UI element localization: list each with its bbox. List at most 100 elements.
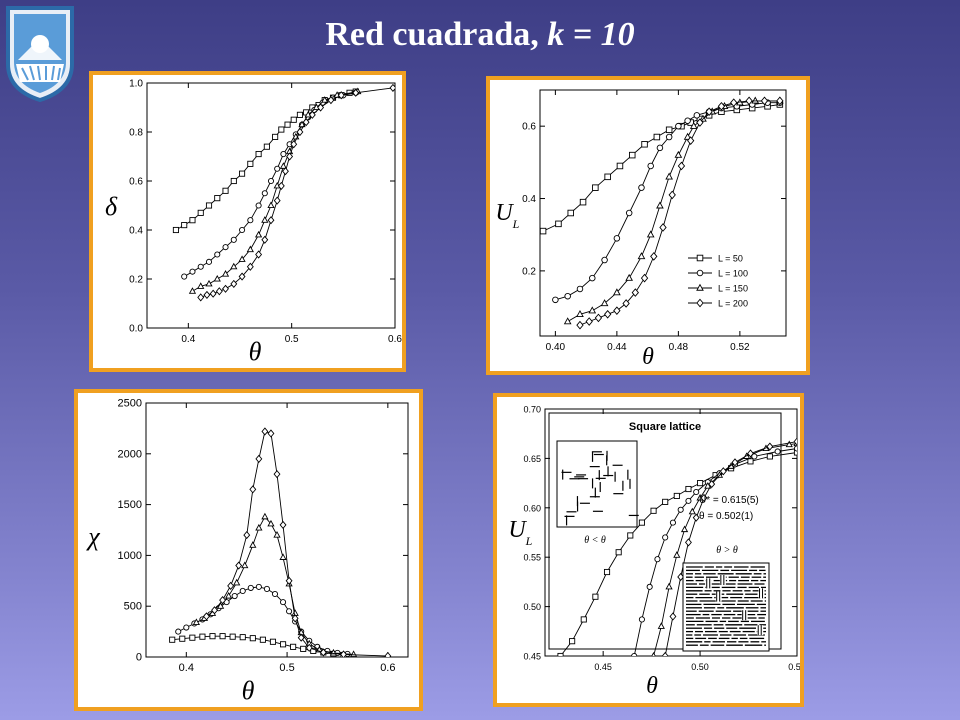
- data-point: [216, 602, 225, 609]
- series-line: [175, 91, 356, 231]
- title-k: k = 10: [547, 16, 635, 53]
- y-tick-label: 0.55: [523, 553, 541, 563]
- data-point: [319, 648, 327, 657]
- y-tick-label: 500: [124, 601, 142, 613]
- data-point: [669, 612, 677, 621]
- y-tick-label: 0: [136, 652, 142, 664]
- data-point: [640, 273, 649, 283]
- data-point: [255, 250, 263, 259]
- data-point: [199, 633, 206, 640]
- disordered-lattice: [556, 440, 638, 528]
- plot-frame: [146, 82, 396, 329]
- x-tick-label: 0.50: [691, 662, 709, 672]
- data-point: [273, 196, 281, 205]
- data-point: [705, 107, 713, 117]
- data-point: [261, 235, 269, 244]
- data-point: [267, 429, 275, 438]
- data-point: [700, 493, 708, 502]
- data-point: [785, 440, 793, 448]
- series-group: [557, 437, 797, 656]
- data-point: [684, 538, 692, 547]
- data-point: [249, 541, 257, 548]
- series-line: [579, 100, 780, 326]
- data-point: [203, 290, 211, 300]
- data-point: [673, 551, 681, 558]
- data-point: [189, 634, 196, 641]
- legend-label: L = 100: [718, 269, 748, 279]
- data-point: [594, 313, 603, 323]
- data-point: [175, 628, 182, 635]
- data-point: [656, 201, 664, 209]
- data-point: [172, 226, 179, 234]
- data-point: [317, 103, 325, 112]
- data-point: [286, 152, 294, 161]
- y-tick-label: 0.6: [129, 177, 143, 188]
- data-point: [179, 635, 186, 642]
- data-point: [192, 618, 201, 625]
- data-point: [677, 506, 684, 513]
- series-group: [169, 427, 392, 657]
- data-point: [793, 445, 797, 452]
- data-point: [576, 320, 584, 330]
- data-point: [592, 184, 599, 191]
- series-line: [653, 443, 797, 656]
- data-point: [747, 458, 754, 465]
- y-tick-label: 1000: [118, 550, 142, 562]
- y-axis-label: δ: [105, 192, 118, 221]
- chart-delta: 0.4 0.5 0.6 0.0 0.2 0.4 0.6 0.8 1.0 θ δ: [105, 79, 402, 367]
- series-diamond: [203, 427, 392, 657]
- data-point: [274, 165, 281, 172]
- series-line: [542, 104, 780, 232]
- data-point: [247, 584, 254, 591]
- series-group: [540, 96, 784, 330]
- data-point: [230, 279, 238, 288]
- data-point: [661, 651, 669, 656]
- data-point: [603, 568, 611, 576]
- data-point: [211, 606, 218, 615]
- data-point: [650, 252, 658, 261]
- data-point: [246, 245, 254, 253]
- data-point: [255, 583, 262, 590]
- data-point: [662, 498, 669, 505]
- data-point: [205, 258, 213, 265]
- data-point: [267, 177, 275, 185]
- data-point: [689, 121, 698, 129]
- data-point: [552, 296, 559, 304]
- data-point: [221, 270, 230, 277]
- series-line: [192, 91, 358, 292]
- data-point: [659, 223, 667, 232]
- data-point: [665, 126, 673, 134]
- data-point: [688, 507, 696, 515]
- panel-ul-main: 0.40 0.44 0.48 0.52 0.2 0.4 0.6 θ U L L = 50 L = 10…: [486, 76, 810, 375]
- data-point: [286, 608, 293, 615]
- data-point: [774, 448, 781, 455]
- legend-marker: [696, 283, 704, 291]
- data-point: [662, 534, 669, 541]
- data-point: [197, 293, 205, 302]
- x-tick-label: 0.6: [388, 334, 402, 345]
- data-point: [219, 596, 227, 605]
- data-point: [592, 593, 599, 600]
- data-point: [189, 268, 196, 275]
- title-main: Red cuadrada,: [325, 16, 548, 53]
- data-point: [300, 645, 307, 652]
- y-tick-label: 0.0: [129, 324, 143, 335]
- data-point: [622, 299, 630, 308]
- data-point: [247, 160, 254, 167]
- data-point: [197, 282, 205, 289]
- data-point: [665, 582, 673, 590]
- legend-label: L = 200: [718, 299, 748, 309]
- data-point: [215, 287, 223, 296]
- data-point: [685, 485, 692, 493]
- data-point: [259, 636, 266, 643]
- series-diamond: [576, 96, 784, 330]
- data-point: [213, 274, 221, 282]
- data-point: [704, 482, 712, 489]
- data-point: [668, 190, 676, 200]
- data-point: [696, 118, 704, 127]
- data-point: [656, 144, 664, 152]
- data-point: [613, 306, 621, 316]
- data-point: [279, 520, 287, 529]
- y-tick-label: 0.50: [523, 602, 541, 612]
- y-tick-label: 2000: [118, 448, 142, 460]
